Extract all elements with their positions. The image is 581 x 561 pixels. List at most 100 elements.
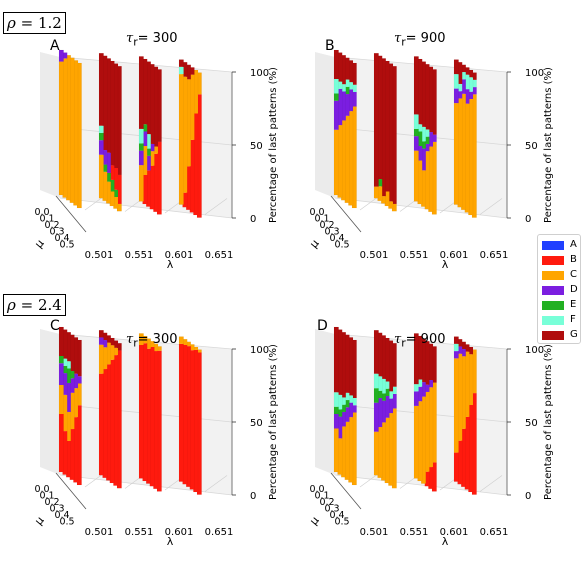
row-label-rho-2: ρ = 2.4: [3, 294, 66, 316]
bar-segment-c-3-4-C: [193, 347, 198, 350]
bar-segment-c-0-1-F: [62, 358, 68, 366]
bar-segment-d-3-0-B: [454, 452, 459, 482]
bar-segment-d-0-0-D: [334, 414, 339, 429]
bar-segment-a-1-0-D: [99, 140, 104, 155]
bar-segment-a-3-3-B: [189, 139, 195, 213]
bar-segment-d-1-3-F: [384, 381, 390, 389]
bar-segment-b-2-3-G: [424, 64, 430, 130]
bar-segment-d-0-1-C: [337, 438, 343, 475]
bar-segment-d-2-1-G: [417, 336, 423, 380]
bar-segment-d-1-4-G: [388, 340, 393, 392]
bar-segment-c-2-0-B: [139, 345, 144, 479]
bar-segment-c-1-5-G: [117, 343, 122, 351]
bar-segment-c-3-1-C: [182, 339, 188, 345]
bar-segment-b-3-4-F: [468, 77, 473, 92]
bar-segment-b-1-3-G: [384, 61, 390, 192]
bar-segment-d-0-0-C: [334, 428, 339, 472]
bar-segment-d-0-3-E: [344, 400, 350, 408]
bar-segment-c-1-1-B: [102, 369, 108, 478]
z-tick-label-0: 0: [525, 491, 531, 502]
legend-swatch-g: [542, 331, 564, 340]
bar-segment-d-3-3-C: [464, 351, 470, 417]
x-tick-label-0.551: 0.551: [400, 527, 429, 538]
bar-segment-d-3-0-C: [454, 358, 459, 453]
bar-segment-c-1-3-C: [109, 345, 115, 360]
y-tick-label-0.0: 0.0: [309, 484, 324, 495]
bar-segment-a-3-0-F: [179, 66, 184, 75]
bar-segment-a-2-1-E: [142, 124, 148, 132]
bar-segment-a-0-0-D: [59, 50, 64, 62]
bar-segment-b-2-1-G: [417, 59, 423, 125]
bar-segment-b-0-1-C: [337, 125, 343, 198]
bar-segment-c-2-5-C: [157, 346, 162, 351]
z-tick-label-0: 0: [250, 491, 256, 502]
bar-segment-a-2-3-C: [149, 151, 155, 166]
bar-segment-b-1-1-G: [377, 55, 383, 180]
bar-segment-d-0-1-E: [337, 409, 343, 417]
bar-segment-d-1-4-F: [388, 391, 393, 399]
x-tick-label-0.501: 0.501: [85, 527, 114, 538]
bar-segment-b-0-4-G: [348, 60, 353, 83]
x-tick-label-0.651: 0.651: [480, 250, 509, 261]
bar-segment-a-2-3-B: [149, 165, 155, 210]
bar-outline-c-3-0: [178, 336, 184, 482]
bar-segment-d-0-4-C: [348, 417, 353, 483]
bar-segment-b-3-1-C: [457, 98, 463, 208]
bar-segment-c-1-1-G: [102, 332, 108, 341]
bar-segment-c-0-0-B: [59, 414, 64, 472]
bar-segment-d-3-1-G: [457, 339, 463, 347]
bar-segment-d-2-4-D: [428, 380, 433, 388]
bar-segment-b-0-0-E: [334, 93, 339, 101]
x-tick-label-0.601: 0.601: [165, 250, 194, 261]
bar-segment-a-3-0-C: [179, 74, 184, 205]
bar-segment-b-0-5-C: [352, 106, 357, 208]
bar-segment-b-2-4-D: [428, 132, 433, 147]
bar-segment-b-2-2-C: [421, 170, 426, 207]
bar-segment-a-3-3-C: [189, 74, 195, 140]
bar-segment-a-1-0-E: [99, 132, 104, 141]
bar-segment-b-3-3-G: [464, 67, 470, 75]
z-tick-label-100: 100: [250, 345, 269, 356]
x-axis-label: λ: [167, 258, 174, 271]
bar-segment-b-0-5-D: [352, 92, 357, 107]
y-tick-label-0.1: 0.1: [39, 214, 54, 225]
bar-segment-d-2-3-D: [424, 384, 430, 392]
bar-segment-a-2-2-B: [146, 170, 151, 207]
bar-segment-d-0-2-F: [341, 397, 346, 405]
bar-segment-b-3-4-C: [468, 99, 473, 215]
x-axis-label: λ: [442, 535, 449, 548]
bar-segment-a-2-3-D: [149, 143, 155, 152]
panel-letter-b: B: [325, 38, 335, 54]
bar-segment-d-0-3-D: [344, 407, 350, 422]
bar-segment-b-0-1-G: [337, 52, 343, 82]
bar-segment-c-0-0-G: [59, 327, 64, 356]
bar-segment-d-3-0-D: [454, 351, 459, 359]
bar-segment-c-2-1-C: [142, 336, 148, 344]
panel-title-c: τr= 300: [126, 332, 178, 350]
bar-segment-a-1-0-F: [99, 125, 104, 133]
bar-segment-c-0-4-C: [73, 388, 78, 418]
bar-segment-c-2-5-B: [157, 350, 162, 492]
x-tick-label-0.651: 0.651: [205, 250, 234, 261]
bar-segment-b-0-4-C: [348, 111, 353, 206]
y-tick-label-0.3: 0.3: [49, 504, 64, 515]
bar-segment-b-3-1-F: [457, 83, 463, 92]
z-axis-label: Percentage of last patterns (%): [543, 344, 554, 500]
bar-segment-a-1-2-C: [106, 181, 111, 204]
x-tick-label-0.551: 0.551: [125, 250, 154, 261]
y-tick-label-0.2: 0.2: [44, 220, 59, 231]
bar-segment-a-1-1-C: [102, 171, 108, 201]
bar-segment-d-0-4-D: [348, 402, 353, 418]
bar-segment-d-3-0-F: [454, 343, 459, 352]
floor-line-3: [204, 475, 228, 492]
bar-segment-c-0-0-E: [59, 356, 64, 364]
bar-segment-c-0-0-C: [59, 385, 64, 414]
bar-segment-d-3-2-D: [461, 349, 466, 357]
bar-segment-c-2-0-C: [139, 333, 144, 345]
bar-segment-a-0-5-C: [77, 63, 82, 208]
z-tick-label-100: 100: [250, 68, 269, 79]
bar-segment-d-0-3-F: [344, 392, 350, 401]
bar-segment-b-1-2-C: [381, 196, 386, 204]
bar-segment-b-0-2-C: [341, 120, 346, 201]
